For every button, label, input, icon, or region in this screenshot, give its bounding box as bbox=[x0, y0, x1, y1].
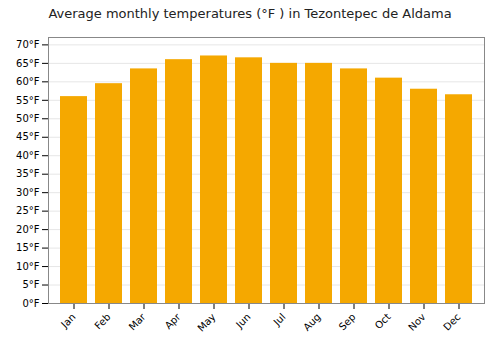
svg-text:15°F: 15°F bbox=[16, 242, 40, 253]
svg-text:65°F: 65°F bbox=[16, 58, 40, 69]
svg-text:20°F: 20°F bbox=[16, 224, 40, 235]
svg-text:Jan: Jan bbox=[58, 311, 77, 330]
svg-text:Apr: Apr bbox=[163, 311, 184, 332]
svg-text:30°F: 30°F bbox=[16, 187, 40, 198]
svg-text:45°F: 45°F bbox=[16, 131, 40, 142]
svg-text:25°F: 25°F bbox=[16, 205, 40, 216]
svg-text:70°F: 70°F bbox=[16, 39, 40, 50]
svg-text:Dec: Dec bbox=[441, 311, 462, 332]
svg-text:Aug: Aug bbox=[301, 311, 323, 333]
svg-text:Jul: Jul bbox=[271, 311, 288, 328]
svg-text:0°F: 0°F bbox=[22, 298, 39, 309]
svg-text:35°F: 35°F bbox=[16, 168, 40, 179]
svg-text:Feb: Feb bbox=[92, 311, 112, 331]
svg-text:40°F: 40°F bbox=[16, 150, 40, 161]
svg-text:May: May bbox=[195, 311, 217, 333]
svg-text:50°F: 50°F bbox=[16, 113, 40, 124]
svg-text:55°F: 55°F bbox=[16, 95, 40, 106]
svg-text:10°F: 10°F bbox=[16, 261, 40, 272]
svg-text:Nov: Nov bbox=[406, 311, 428, 333]
svg-text:5°F: 5°F bbox=[22, 279, 39, 290]
html-text:Average monthly temperatures (: Average monthly temperatures (°F ) in Te… bbox=[48, 6, 452, 21]
svg-text:Sep: Sep bbox=[337, 311, 358, 332]
svg-text:Jun: Jun bbox=[233, 311, 253, 331]
svg-text:60°F: 60°F bbox=[16, 76, 40, 87]
svg-text:Mar: Mar bbox=[127, 311, 149, 333]
svg-text:Oct: Oct bbox=[373, 311, 393, 331]
